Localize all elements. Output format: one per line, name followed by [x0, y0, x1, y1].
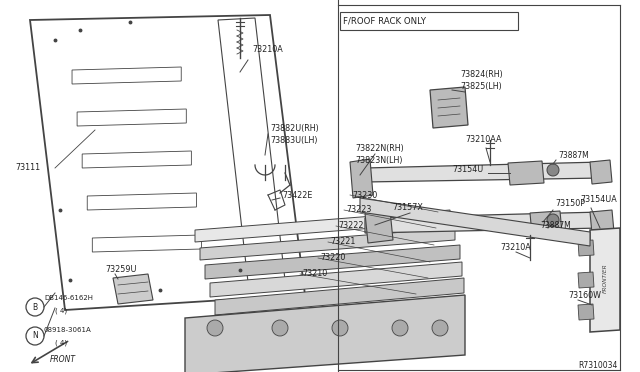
Polygon shape: [365, 162, 602, 182]
Text: B: B: [33, 302, 38, 311]
Polygon shape: [210, 262, 462, 297]
Polygon shape: [215, 278, 464, 315]
Text: 73160W: 73160W: [568, 291, 601, 299]
Text: 73887M: 73887M: [540, 221, 571, 230]
Text: 73824(RH): 73824(RH): [460, 71, 503, 80]
Text: ( 4): ( 4): [55, 340, 67, 346]
Text: 73882U(RH): 73882U(RH): [270, 124, 319, 132]
Text: 73230: 73230: [352, 190, 377, 199]
Circle shape: [547, 164, 559, 176]
Polygon shape: [430, 87, 468, 128]
Text: 73210A: 73210A: [252, 45, 283, 55]
Text: 08918-3061A: 08918-3061A: [44, 327, 92, 333]
Circle shape: [272, 320, 288, 336]
Circle shape: [432, 320, 448, 336]
Polygon shape: [578, 240, 594, 256]
Circle shape: [207, 320, 223, 336]
Polygon shape: [365, 212, 602, 233]
Polygon shape: [195, 210, 450, 242]
Bar: [340, 12, 518, 30]
Polygon shape: [200, 228, 455, 260]
Polygon shape: [530, 211, 562, 235]
Text: ( 4): ( 4): [55, 308, 67, 314]
Text: 73822N(RH): 73822N(RH): [355, 144, 404, 153]
Text: 73154UA: 73154UA: [580, 196, 617, 205]
Polygon shape: [590, 160, 612, 184]
Polygon shape: [590, 228, 620, 332]
Text: DB146-6162H: DB146-6162H: [44, 295, 93, 301]
Polygon shape: [185, 295, 465, 372]
Text: 73223: 73223: [346, 205, 371, 215]
Text: 73154U: 73154U: [452, 166, 483, 174]
Text: 73210: 73210: [302, 269, 327, 279]
Text: FRONT: FRONT: [50, 356, 76, 365]
Circle shape: [392, 320, 408, 336]
Text: 73221: 73221: [330, 237, 355, 247]
Polygon shape: [113, 274, 153, 304]
Polygon shape: [350, 159, 373, 198]
Polygon shape: [205, 245, 460, 279]
Text: 73825(LH): 73825(LH): [460, 83, 502, 92]
Polygon shape: [360, 198, 590, 246]
Text: R7310034: R7310034: [579, 360, 618, 369]
Text: 73210AA: 73210AA: [465, 135, 502, 144]
Text: 73150P: 73150P: [555, 199, 585, 208]
Text: 73111: 73111: [15, 164, 40, 173]
Text: 73259U: 73259U: [105, 266, 136, 275]
Polygon shape: [365, 210, 393, 243]
Polygon shape: [590, 210, 614, 234]
Text: 73883U(LH): 73883U(LH): [270, 135, 317, 144]
Text: 73823N(LH): 73823N(LH): [355, 155, 403, 164]
Text: 73887M: 73887M: [558, 151, 589, 160]
Text: 73157X: 73157X: [392, 203, 423, 212]
Text: N: N: [32, 331, 38, 340]
Text: 73220: 73220: [320, 253, 346, 263]
Text: F/ROOF RACK ONLY: F/ROOF RACK ONLY: [343, 16, 426, 26]
Polygon shape: [578, 304, 594, 320]
Polygon shape: [578, 272, 594, 288]
Circle shape: [332, 320, 348, 336]
Text: 73222: 73222: [338, 221, 364, 231]
Text: 73210A: 73210A: [500, 244, 531, 253]
Circle shape: [547, 214, 559, 226]
Polygon shape: [508, 161, 544, 185]
Text: FRONTIER: FRONTIER: [602, 263, 607, 293]
Text: 73422E: 73422E: [282, 190, 312, 199]
